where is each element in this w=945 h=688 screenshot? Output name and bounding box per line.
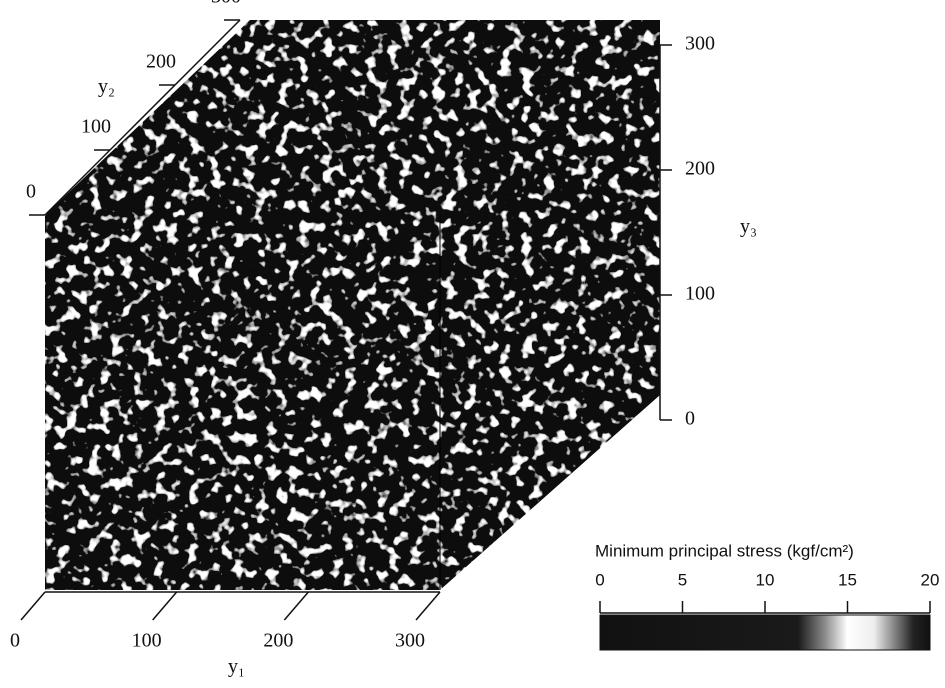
tick-label: 100 xyxy=(685,283,715,305)
tick-label: 0 xyxy=(685,408,695,430)
axis-line xyxy=(44,19,241,216)
tick-mark xyxy=(152,591,178,621)
tick-label: 0 xyxy=(26,181,36,203)
axis-label: y₂ xyxy=(98,76,115,98)
colorbar-title: Minimum principal stress (kgf/cm²) xyxy=(595,541,854,560)
tick-label: 200 xyxy=(685,158,715,180)
tick-label: 100 xyxy=(81,116,111,138)
tick-label: 100 xyxy=(132,630,162,652)
tick-mark xyxy=(283,591,309,621)
tick-label: 200 xyxy=(146,51,176,73)
tick-label: 0 xyxy=(595,570,604,589)
tick-mark xyxy=(20,591,46,621)
tick-label: 15 xyxy=(838,570,857,589)
tick-label: 5 xyxy=(678,570,687,589)
tick-label: 0 xyxy=(10,630,20,652)
volume-rendering xyxy=(45,20,660,590)
tick-label: 200 xyxy=(263,630,293,652)
tick-label: 300 xyxy=(211,0,241,8)
tick-mark xyxy=(415,591,441,621)
axis-label: y₁ xyxy=(228,656,245,678)
tick-label: 10 xyxy=(756,570,775,589)
axis-label: y₃ xyxy=(740,216,757,238)
colorbar xyxy=(599,614,931,651)
tick-label: 20 xyxy=(921,570,940,589)
tick-label: 300 xyxy=(395,630,425,652)
tick-label: 300 xyxy=(685,33,715,55)
